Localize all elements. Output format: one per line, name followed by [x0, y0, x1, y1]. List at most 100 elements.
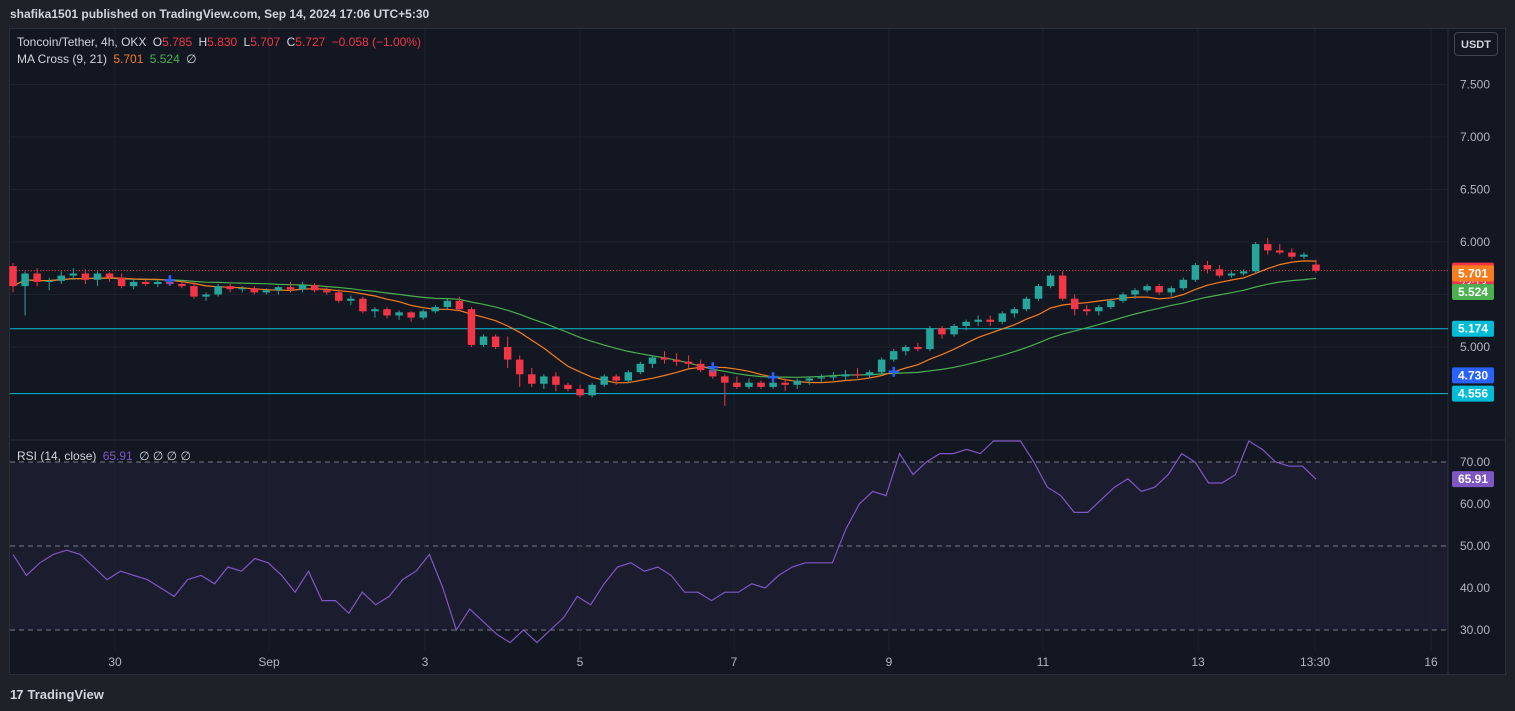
price-tick-label: 6.000 [1460, 235, 1490, 249]
candle-body [1143, 286, 1151, 291]
candle-body [805, 378, 814, 381]
rsi-name[interactable]: RSI (14, close) [17, 449, 97, 463]
candle-body [1264, 244, 1272, 251]
time-tick-label: 16 [1424, 655, 1438, 669]
price-label-box: 4.730 [1452, 367, 1494, 384]
candle-body [1034, 286, 1043, 299]
candle-body [696, 363, 705, 371]
candle-body [1083, 309, 1091, 312]
symbol-legend[interactable]: Toncoin/Tether, 4h, OKX O5.785 H5.830 L5… [17, 35, 424, 49]
open-value: 5.785 [162, 35, 193, 49]
time-tick-label: 13 [1191, 655, 1205, 669]
low-label: L [243, 35, 251, 49]
candle-body [926, 328, 934, 350]
price-tick-label: 6.500 [1460, 183, 1490, 197]
candle-body [757, 382, 765, 387]
candle-body [1058, 275, 1067, 299]
candle-body [902, 347, 910, 352]
candle-body [57, 275, 65, 281]
candle-body [1215, 269, 1224, 276]
candle-body [636, 363, 645, 373]
ma-extra: ∅ [186, 52, 197, 66]
candle-body [1155, 286, 1163, 293]
candle-body [503, 347, 512, 360]
price-tick-label: 7.000 [1460, 130, 1490, 144]
candle-body [178, 284, 186, 287]
candle-body [624, 372, 633, 381]
candle-body [552, 376, 560, 385]
candle-body [359, 298, 367, 312]
price-label-bg [1452, 283, 1494, 300]
change-value: −0.058 (−1.00%) [331, 35, 422, 49]
candle-body [1312, 264, 1320, 271]
candle-body [781, 382, 789, 385]
candle-body [709, 370, 717, 377]
candle-body [105, 273, 114, 278]
candle-body [33, 273, 41, 282]
price-label-text: 4.730 [1458, 368, 1488, 382]
candle-body [347, 298, 355, 301]
rsi-line [12, 440, 1317, 644]
ma-fast-line [12, 260, 1317, 384]
price-label-box: 5.701 [1452, 265, 1494, 282]
candle-body [9, 266, 17, 287]
candle-body [117, 277, 126, 287]
candle-body [455, 300, 464, 310]
candle-body [564, 384, 572, 389]
candle-body [865, 372, 874, 376]
candle-body [841, 374, 850, 377]
candle-body [576, 389, 584, 396]
bottom-bar: 17 TradingView [0, 680, 1515, 711]
rsi-label-bg [1452, 471, 1494, 488]
candle-body [974, 319, 982, 322]
price-tick-label: 5.000 [1460, 340, 1490, 354]
symbol-name[interactable]: Toncoin/Tether, 4h, OKX [17, 35, 147, 49]
rsi-tick-label: 60.00 [1460, 497, 1490, 511]
candle-body [69, 273, 78, 276]
price-label-box: 5.524 [1452, 283, 1494, 300]
rsi-extra: ∅ ∅ ∅ ∅ [139, 449, 191, 463]
time-tick-label: 3 [422, 655, 429, 669]
candle-body [998, 313, 1007, 322]
candle-body [1070, 298, 1079, 310]
price-label-bg [1452, 367, 1494, 384]
chart-frame[interactable] [9, 28, 1506, 675]
candle-body [443, 300, 452, 308]
top-bar: shafika1501 published on TradingView.com… [0, 0, 1515, 28]
high-value: 5.830 [207, 35, 238, 49]
high-label: H [198, 35, 208, 49]
time-tick-label: 5 [577, 655, 584, 669]
price-label-text: 4.556 [1458, 387, 1488, 401]
candle-body [250, 288, 259, 293]
candle-body [793, 380, 801, 385]
close-label: C [286, 35, 296, 49]
candle-body [1010, 309, 1019, 314]
candle-body [769, 382, 777, 387]
candle-body [21, 273, 29, 287]
time-tick-label: 30 [108, 655, 122, 669]
candle-body [431, 307, 440, 312]
candle-body [322, 290, 331, 293]
currency-button[interactable]: USDT [1454, 32, 1498, 56]
rsi-legend[interactable]: RSI (14, close) 65.91 ∅ ∅ ∅ ∅ [17, 449, 194, 463]
candle-body [817, 377, 826, 379]
ma-cross-marker [888, 366, 899, 377]
ma-name[interactable]: MA Cross (9, 21) [17, 52, 108, 66]
candle-body [93, 273, 102, 280]
ma-cross-marker [164, 275, 175, 286]
tradingview-logo[interactable]: 17 TradingView [10, 687, 104, 702]
candle-body [721, 376, 729, 383]
time-tick-label: 11 [1037, 655, 1050, 669]
rsi-tick-label: 40.00 [1460, 581, 1490, 595]
candle-body [419, 311, 427, 318]
candle-body [238, 288, 246, 290]
candle-body [1239, 271, 1248, 274]
tradingview-logo-text: TradingView [27, 687, 104, 702]
open-label: O [152, 35, 163, 49]
candle-body [407, 312, 415, 318]
candle-body [190, 286, 198, 297]
candle-body [383, 309, 391, 316]
price-label-bg [1452, 385, 1494, 402]
ma-legend[interactable]: MA Cross (9, 21) 5.701 5.524 ∅ [17, 52, 200, 66]
